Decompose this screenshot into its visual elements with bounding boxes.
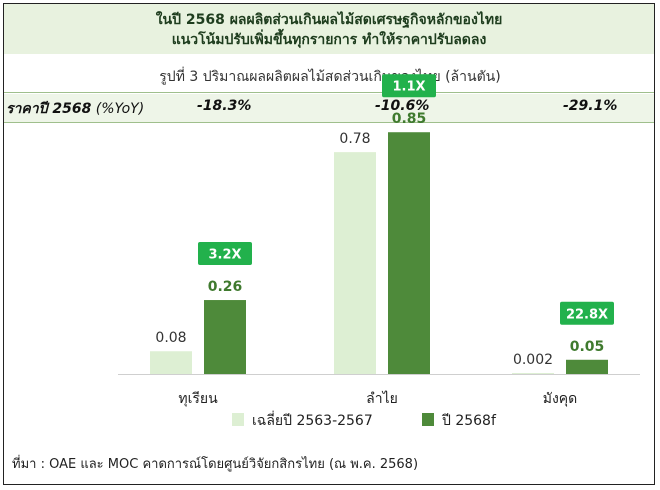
yoy-label-unit: (%YoY) (91, 101, 145, 117)
yoy-divider (4, 122, 654, 123)
yoy-label: ราคาปี 2568 (%YoY) (6, 98, 144, 120)
yoy-label-bold: ราคาปี 2568 (6, 101, 92, 117)
data-label: 0.08 (155, 330, 186, 346)
legend-label: ปี 2568f (442, 413, 497, 429)
bar-forecast (388, 132, 430, 374)
bar-avg (334, 152, 376, 374)
header-title-line2: แนวโน้มปรับเพิ่มขึ้นทุกรายการ ทำให้ราคาป… (171, 32, 487, 48)
yoy-value: -10.6% (375, 98, 430, 114)
multiplier-badge (198, 242, 252, 266)
data-label: 0.78 (339, 131, 370, 147)
bar-avg (150, 351, 192, 374)
data-label: 0.05 (570, 339, 605, 355)
multiplier-badge-label: 22.8X (566, 307, 608, 322)
bar-forecast (204, 300, 246, 374)
yoy-band (4, 94, 654, 122)
yoy-value: -29.1% (563, 98, 618, 114)
top-divider (4, 92, 654, 93)
header-title-line1: ในปี 2568 ผลผลิตส่วนเกินผลไม้สดเศรษฐกิจห… (155, 12, 503, 28)
bar-forecast (566, 359, 608, 374)
data-label: 0.002 (513, 352, 553, 368)
source-note: ที่มา : OAE และ MOC คาดการณ์โดยศูนย์วิจั… (12, 457, 419, 472)
multiplier-badge (560, 301, 614, 325)
chart-frame (3, 3, 655, 485)
legend-swatch (422, 413, 434, 426)
bar-avg (512, 373, 554, 374)
header-banner: ในปี 2568 ผลผลิตส่วนเกินผลไม้สดเศรษฐกิจห… (4, 4, 654, 54)
data-label: 0.26 (208, 279, 243, 295)
category-label: ทุเรียน (178, 391, 218, 407)
data-label: 0.85 (392, 111, 427, 127)
yoy-value: -18.3% (197, 98, 252, 114)
multiplier-badge-label: 1.1X (392, 80, 425, 95)
multiplier-badge-label: 3.2X (208, 248, 241, 263)
multiplier-badge (382, 74, 436, 98)
legend-label: เฉลี่ยปี 2563-2567 (252, 411, 373, 429)
category-label: ลำไย (366, 390, 398, 407)
legend-swatch (232, 413, 244, 426)
category-label: มังคุด (543, 391, 578, 407)
